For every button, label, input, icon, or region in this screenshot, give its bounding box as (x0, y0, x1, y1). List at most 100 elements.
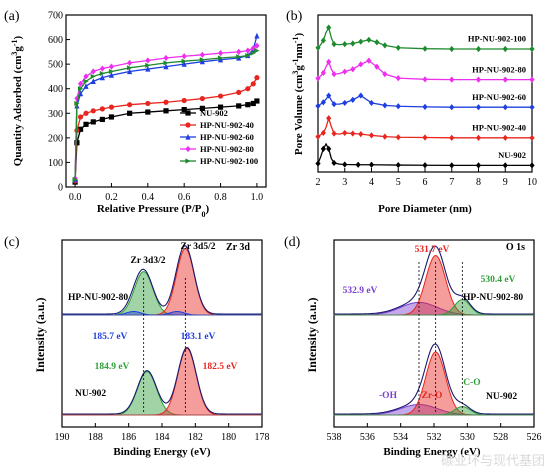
series-HP-NU-902-100 (72, 48, 260, 183)
y-tick-label: 0 (58, 183, 63, 194)
series-label: NU-902 (498, 150, 526, 160)
annotation: 185.7 eV (93, 332, 128, 342)
panel-c-y-label: Intensity (a.u.) (33, 297, 47, 372)
data-point (163, 54, 169, 62)
x-tick-label: 9 (503, 177, 508, 188)
panel-a-tag: (a) (4, 9, 20, 24)
data-point (529, 45, 535, 53)
envelope (333, 245, 534, 315)
data-point (315, 44, 321, 51)
data-point (90, 78, 96, 84)
data-point (331, 71, 337, 78)
data-point (449, 45, 455, 53)
data-point (342, 129, 348, 137)
data-point (320, 37, 326, 44)
panel-c: (c) 190 188 186 184 182 180 178 Zr 3d Zr 3d3/2… (4, 235, 270, 458)
sample-HP-NU-902-80 (333, 245, 534, 316)
annotation: 531.7 eV (415, 245, 450, 255)
data-point (368, 99, 375, 107)
legend-marker (185, 158, 191, 164)
data-point (250, 100, 256, 107)
data-point (99, 106, 105, 112)
data-point (181, 107, 187, 113)
data-point (366, 57, 372, 64)
annotation: 184.9 eV (95, 362, 130, 372)
data-point (199, 95, 205, 102)
data-point (145, 65, 151, 72)
legend-label: HP-NU-902-100 (200, 156, 258, 166)
x-tick-label: 180 (221, 432, 236, 443)
panel-a-legend: NU-902 HP-NU-902-40 HP-NU-902-60 HP-NU-902-… (180, 108, 258, 166)
data-point (217, 49, 224, 57)
series-HP-NU-902-100 (315, 24, 535, 53)
annotation: 532.9 eV (343, 286, 378, 296)
x-tick-label: 536 (360, 432, 375, 443)
y-tick-label: 100 (48, 158, 63, 169)
panel-c-x-label: Binding Energy (eV) (113, 446, 211, 458)
data-point (342, 99, 348, 107)
data-point (217, 93, 224, 99)
annotation: Zr 3d5/2 (181, 242, 216, 252)
data-point (475, 134, 482, 141)
data-point (368, 161, 375, 168)
data-point (145, 57, 151, 64)
panel-d-y-label: Intensity (a.u.) (305, 297, 319, 372)
data-point (127, 102, 133, 108)
envelope (62, 346, 262, 415)
x-tick-label: 178 (255, 432, 270, 443)
data-point (74, 100, 80, 107)
x-tick-label: 530 (460, 432, 475, 443)
annotation: NU-902 (75, 389, 106, 399)
data-point (502, 134, 508, 141)
sample-NU-902 (62, 346, 262, 416)
data-point (217, 104, 224, 110)
legend-label: HP-NU-902-80 (200, 144, 254, 154)
data-point (77, 80, 84, 87)
data-point (350, 66, 356, 73)
x-tick-label: 528 (493, 432, 508, 443)
data-point (475, 45, 482, 53)
y-tick-label: 400 (48, 84, 63, 95)
data-point (254, 75, 260, 81)
panel-d-title: O 1s (506, 242, 525, 253)
legend-marker (185, 110, 191, 116)
series-HP-NU-902-60 (315, 92, 535, 111)
data-point (395, 103, 401, 110)
data-point (108, 72, 115, 78)
panel-d-tag: (d) (284, 235, 301, 250)
data-point (83, 110, 89, 116)
panel-c-x-ticks: 190 188 186 184 182 180 178 (55, 423, 270, 443)
data-point (199, 105, 205, 111)
data-point (320, 69, 326, 76)
data-point (374, 63, 380, 70)
panel-b-tag: (b) (286, 9, 303, 24)
data-point (358, 131, 364, 138)
y-tick-label: 300 (48, 109, 63, 120)
series-HP-NU-902-80 (315, 57, 535, 83)
data-point (449, 104, 455, 111)
data-point (331, 159, 337, 167)
data-point (382, 71, 388, 78)
data-point (163, 60, 169, 66)
annotation: HP-NU-902-80 (68, 293, 128, 303)
data-point (181, 97, 187, 104)
data-point (374, 39, 380, 46)
sample-NU-902 (333, 343, 534, 416)
data-point (236, 54, 242, 60)
data-point (422, 162, 428, 169)
data-point (163, 108, 169, 114)
data-point (83, 121, 89, 127)
legend-marker (185, 122, 191, 128)
panel-b-series (315, 24, 535, 169)
data-point (358, 38, 364, 45)
data-point (382, 102, 388, 109)
watermark: 碳业环与现代基团 (440, 454, 545, 469)
data-point (422, 134, 428, 141)
data-point (99, 65, 105, 72)
series-label: HP-NU-902-60 (472, 92, 526, 102)
data-point (502, 104, 508, 111)
x-tick-label: 7 (449, 177, 454, 188)
data-point (72, 177, 78, 183)
data-point (199, 57, 205, 63)
legend-label: HP-NU-902-40 (200, 120, 254, 130)
